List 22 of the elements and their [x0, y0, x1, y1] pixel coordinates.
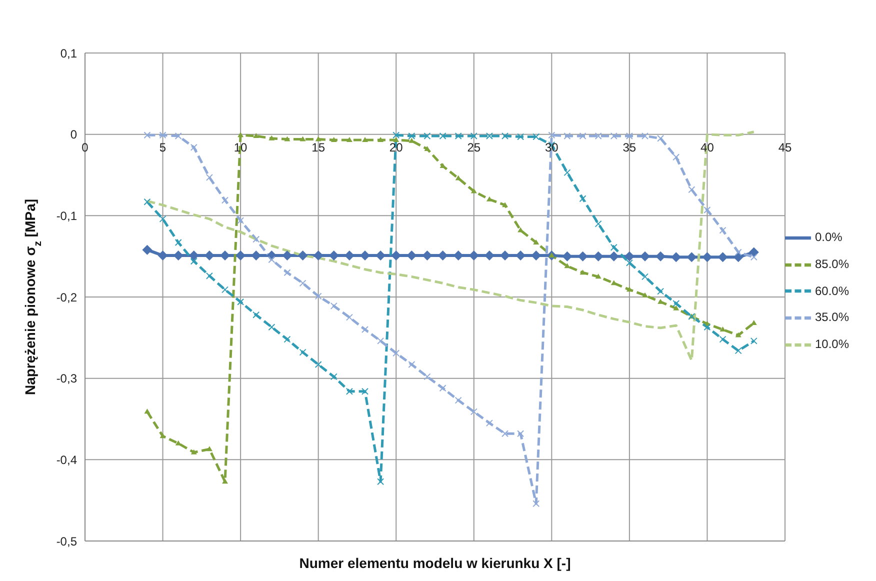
legend-label: 10.0%: [815, 337, 850, 352]
y-tick-label: -0,5: [56, 534, 78, 548]
y-tick-label: -0,4: [56, 452, 78, 467]
legend-label: 0.0%: [815, 230, 842, 244]
legend-label: 60.0%: [815, 284, 850, 298]
x-tick-label: 15: [312, 140, 326, 154]
x-tick-label: 40: [700, 140, 714, 154]
y-tick-label: 0: [70, 128, 78, 142]
legend-label: 85.0%: [815, 256, 850, 271]
x-axis-title: Numer elementu modelu w kierunku X [-]: [299, 555, 571, 571]
x-tick-label: 45: [778, 140, 792, 154]
x-tick-label: 0: [82, 140, 89, 154]
x-tick-label: 10: [234, 140, 248, 154]
y-tick-label: 0,1: [60, 46, 78, 60]
x-tick-label: 5: [159, 140, 166, 154]
legend-label: 35.0%: [815, 310, 850, 324]
y-tick-label: -0,2: [56, 290, 78, 304]
y-tick-label: -0,3: [56, 372, 78, 386]
x-tick-label: 25: [467, 140, 481, 154]
x-tick-label: 20: [389, 140, 404, 154]
x-tick-label: 35: [622, 140, 636, 154]
y-tick-label: -0,1: [56, 208, 78, 223]
